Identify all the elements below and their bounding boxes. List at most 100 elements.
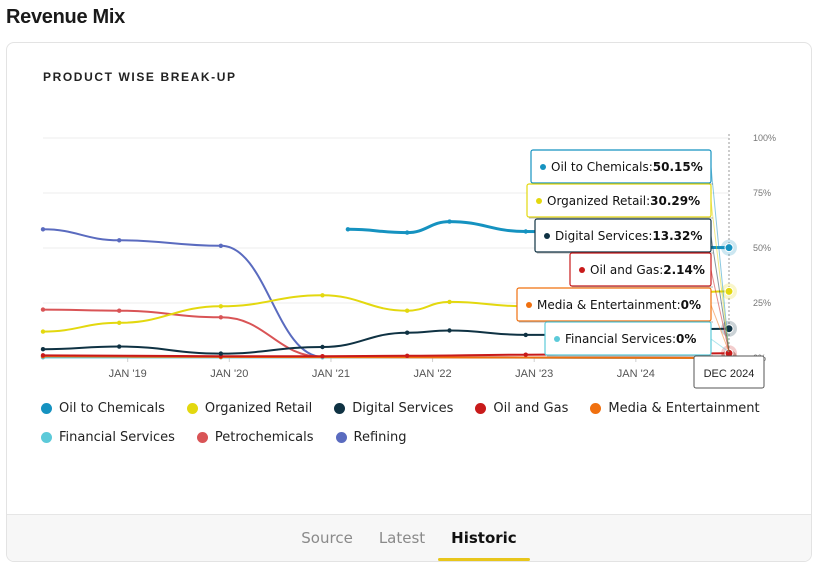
- tooltip-value: 13.32%: [652, 229, 702, 243]
- legend-marker: [335, 432, 347, 443]
- chart-legend: Oil to Chemicals Organized Retail Digital …: [41, 401, 801, 445]
- series-point-refining[interactable]: [218, 243, 224, 248]
- series-point-organized-retail[interactable]: [40, 329, 46, 334]
- tab-latest[interactable]: Latest: [378, 529, 426, 547]
- tooltip-box-oil-to-chemicals: [530, 149, 712, 184]
- legend-label: Petrochemicals: [214, 430, 314, 445]
- series-point-oil-and-gas[interactable]: [404, 353, 410, 358]
- legend-item-petrochemicals[interactable]: Petrochemicals: [196, 430, 314, 445]
- series-point-organized-retail[interactable]: [404, 308, 410, 313]
- x-tick-label: JAN '21: [312, 368, 350, 380]
- tooltip-connector-organized-retail: [710, 200, 730, 353]
- tooltip-value: 30.29%: [650, 194, 700, 208]
- y-tick-label: 75%: [753, 188, 771, 198]
- legend-item-oil-and-gas[interactable]: Oil and Gas: [475, 401, 568, 416]
- legend-marker: [475, 403, 487, 414]
- legend-label: Organized Retail: [204, 401, 313, 416]
- legend-item-media-and-entertainment[interactable]: Media & Entertainment: [590, 401, 760, 416]
- y-tick-label: 25%: [753, 298, 771, 308]
- series-point-digital-services[interactable]: [447, 328, 452, 333]
- hover-date-box: [693, 355, 765, 389]
- tooltip-box-organized-retail: [526, 183, 712, 218]
- tooltip-connector-oil-to-chemicals: [710, 166, 730, 353]
- legend-label: Refining: [353, 430, 407, 445]
- tooltip-value: 0%: [681, 298, 701, 312]
- series-point-petrochemicals[interactable]: [117, 308, 122, 313]
- series-point-oil-to-chemicals[interactable]: [447, 219, 452, 224]
- legend-label: Digital Services: [352, 401, 454, 416]
- tooltip-dot-media-and-entertainment: [526, 302, 532, 308]
- x-tick-label: JAN '20: [210, 368, 248, 380]
- tooltip-text-organized-retail: Organized Retail:30.29%: [547, 194, 700, 208]
- legend-marker: [186, 403, 198, 414]
- x-tick-label: JAN '19: [109, 368, 147, 380]
- tooltip-value: 2.14%: [663, 263, 705, 277]
- series-point-refining[interactable]: [117, 238, 122, 243]
- view-tabs: Source Latest Historic: [7, 514, 811, 561]
- series-point-petrochemicals[interactable]: [40, 307, 46, 312]
- series-point-oil-to-chemicals[interactable]: [404, 230, 410, 235]
- series-point-digital-services[interactable]: [218, 351, 224, 356]
- series-point-digital-services[interactable]: [320, 344, 325, 350]
- y-tick-label: 100%: [753, 133, 776, 143]
- legend-marker: [196, 432, 208, 443]
- series-point-organized-retail[interactable]: [724, 286, 734, 296]
- series-point-refining[interactable]: [40, 227, 46, 232]
- tooltip-label: Media & Entertainment:: [537, 298, 681, 312]
- tooltip-shadow: [529, 217, 713, 219]
- legend-item-financial-services[interactable]: Financial Services: [41, 430, 175, 445]
- tooltip-value: 50.15%: [653, 160, 703, 174]
- tooltip-dot-digital-services: [544, 233, 550, 239]
- legend-label: Oil to Chemicals: [59, 401, 165, 416]
- x-tick-label: JAN '24: [617, 368, 655, 380]
- tooltip-connector-financial-services: [710, 338, 730, 353]
- series-point-digital-services[interactable]: [40, 347, 46, 352]
- tooltip-text-media-and-entertainment: Media & Entertainment:0%: [537, 298, 701, 312]
- tab-source[interactable]: Source: [301, 529, 353, 547]
- hover-date-label: DEC 2024: [704, 368, 755, 380]
- series-point-petrochemicals[interactable]: [218, 315, 224, 320]
- series-point-organized-retail[interactable]: [218, 304, 224, 309]
- series-point-oil-and-gas[interactable]: [523, 352, 528, 357]
- tooltip-label: Financial Services:: [565, 332, 676, 346]
- legend-item-digital-services[interactable]: Digital Services: [334, 401, 453, 416]
- series-point-organized-retail[interactable]: [447, 299, 452, 305]
- tooltip-dot-oil-and-gas: [579, 267, 585, 273]
- revenue-mix-line-chart[interactable]: 0% 25% 50% 75% 100% JAN '19 JAN '20 JAN '21 JAN …: [7, 43, 812, 393]
- tooltip-text-oil-and-gas: Oil and Gas:2.14%: [590, 263, 705, 277]
- series-point-digital-services[interactable]: [404, 330, 410, 335]
- tooltip-value: 0%: [676, 332, 696, 346]
- tooltip-box-financial-services: [544, 321, 712, 356]
- tab-historic[interactable]: Historic: [438, 515, 530, 561]
- tooltip-shadow: [572, 286, 713, 288]
- series-point-digital-services[interactable]: [523, 332, 528, 338]
- revenue-mix-card: PRODUCT WISE BREAK-UP 0% 25% 50% 75% 100% JAN…: [6, 42, 812, 562]
- legend-item-oil-to-chemicals[interactable]: Oil to Chemicals: [41, 401, 165, 416]
- series-point-oil-to-chemicals[interactable]: [345, 227, 351, 232]
- tooltip-shadow: [547, 355, 713, 357]
- tooltip-label: Digital Services:: [555, 229, 652, 243]
- x-tick-label: JAN '22: [413, 368, 451, 380]
- legend-item-organized-retail[interactable]: Organized Retail: [186, 401, 313, 416]
- legend-item-refining[interactable]: Refining: [335, 430, 407, 445]
- tooltip-dot-financial-services: [554, 336, 560, 342]
- x-tick-label: JAN '23: [515, 368, 553, 380]
- legend-marker: [334, 403, 346, 414]
- chart-heading: PRODUCT WISE BREAK-UP: [43, 70, 237, 84]
- tooltip-connector-digital-services: [710, 235, 730, 353]
- tooltip-text-financial-services: Financial Services:0%: [565, 332, 696, 346]
- series-point-oil-to-chemicals[interactable]: [724, 243, 734, 253]
- series-point-oil-and-gas[interactable]: [40, 353, 46, 358]
- legend-marker: [590, 403, 602, 414]
- series-point-digital-services[interactable]: [117, 344, 122, 349]
- legend-label: Media & Entertainment: [608, 401, 760, 416]
- tooltip-label: Oil and Gas:: [590, 263, 663, 277]
- series-point-oil-and-gas[interactable]: [320, 354, 325, 359]
- series-point-organized-retail[interactable]: [117, 320, 122, 325]
- tooltip-box-media-and-entertainment: [516, 287, 712, 322]
- tooltip-box-oil-and-gas: [569, 252, 712, 287]
- series-point-organized-retail[interactable]: [320, 293, 325, 298]
- tooltip-label: Organized Retail:: [547, 194, 650, 208]
- legend-label: Financial Services: [59, 430, 175, 445]
- series-point-oil-to-chemicals[interactable]: [523, 229, 528, 234]
